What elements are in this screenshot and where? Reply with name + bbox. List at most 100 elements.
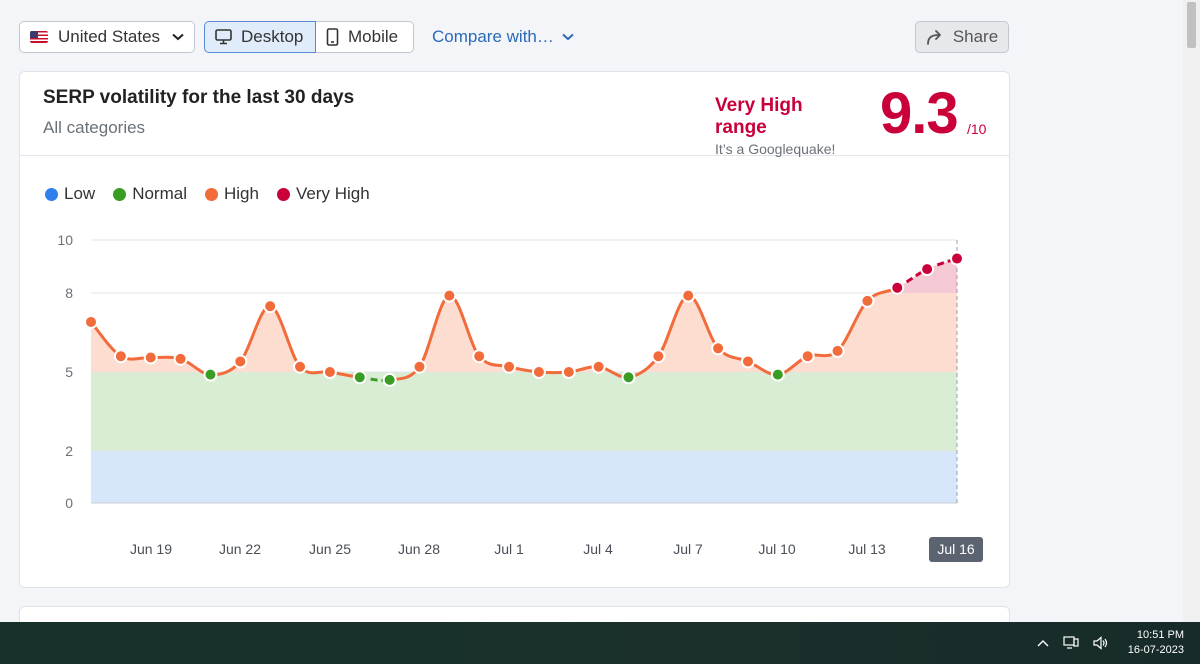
legend-dot-normal: [113, 187, 127, 201]
device-toggle: Desktop Mobile: [204, 21, 414, 53]
data-point: [233, 354, 248, 369]
chevron-up-icon[interactable]: [1037, 639, 1049, 647]
compare-dropdown[interactable]: Compare with…: [432, 27, 574, 47]
band-low: [91, 451, 957, 503]
data-point: [621, 370, 636, 385]
compare-label: Compare with…: [432, 27, 554, 46]
y-tick-label: 0: [65, 495, 73, 511]
legend-item-low[interactable]: Low: [45, 184, 95, 204]
range-description: It’s a Googlequake!: [715, 141, 836, 157]
data-point: [173, 351, 188, 366]
x-tick-label: Jul 7: [673, 541, 703, 557]
data-point: [740, 354, 755, 369]
chevron-down-icon: [172, 33, 184, 41]
legend-dot-low: [45, 187, 58, 201]
chevron-down-icon: [562, 33, 574, 41]
data-point: [860, 293, 875, 308]
data-point: [113, 349, 128, 364]
data-point: [502, 359, 517, 374]
category-label: All categories: [43, 118, 146, 137]
x-tick-label: Jul 13: [848, 541, 886, 557]
scrollbar-thumb[interactable]: [1187, 2, 1196, 48]
data-point: [382, 372, 397, 387]
x-tick-label: Jul 10: [758, 541, 796, 557]
legend-item-very-high[interactable]: Very High: [276, 184, 370, 204]
share-button[interactable]: Share: [915, 21, 1009, 53]
chart-legend: Low Normal High Very High: [45, 184, 388, 204]
volatility-score: 9.3: [880, 81, 959, 146]
data-point: [770, 367, 785, 382]
area-high: [91, 293, 957, 372]
data-point: [322, 365, 337, 379]
network-icon[interactable]: [1063, 636, 1079, 650]
selected-date-badge: [929, 537, 983, 562]
toolbar: United States Desktop Mobile Compare wit…: [19, 21, 574, 53]
range-name: Very High range: [715, 95, 803, 138]
data-point: [890, 280, 905, 295]
clock-date: 16-07-2023: [1127, 644, 1184, 656]
data-point: [143, 350, 158, 365]
x-tick-label: Jun 28: [398, 541, 440, 557]
country-select[interactable]: United States: [19, 21, 195, 53]
mobile-icon: [326, 28, 339, 46]
data-point: [442, 288, 457, 303]
data-point: [950, 251, 964, 266]
data-point: [561, 365, 576, 379]
data-point: [920, 262, 935, 277]
data-point: [352, 370, 367, 385]
data-point: [830, 343, 845, 358]
data-point: [651, 349, 666, 364]
mobile-label: Mobile: [348, 27, 399, 46]
data-point: [800, 349, 815, 364]
taskbar: 10:51 PM 16-07-2023: [0, 622, 1200, 664]
data-point: [412, 359, 427, 374]
volatility-chart: 0 2 5 8 10 Jun 19 Jun 22 Jun 25 Jun 28 Jul 1 Jul 4…: [57, 232, 983, 562]
area-very-high: [91, 258, 957, 293]
score-max: /10: [967, 121, 987, 137]
data-point: [711, 341, 726, 356]
legend-dot-very-high: [276, 187, 290, 201]
data-point: [203, 367, 218, 382]
legend-label-normal: Normal: [132, 184, 187, 203]
range-summary: Very High range It’s a Googlequake!: [715, 95, 859, 157]
mobile-button[interactable]: Mobile: [316, 21, 414, 53]
x-tick-label: Jul 1: [494, 541, 524, 557]
x-tick-label: Jul 16: [937, 541, 975, 557]
data-point: [293, 359, 308, 374]
desktop-icon: [215, 29, 232, 45]
x-tick-label: Jun 25: [309, 541, 351, 557]
us-flag-icon: [30, 31, 48, 43]
data-point: [591, 359, 606, 374]
data-point: [472, 349, 487, 364]
share-label: Share: [952, 27, 999, 46]
desktop-label: Desktop: [241, 27, 304, 46]
legend-dot-high: [204, 187, 218, 201]
legend-item-normal[interactable]: Normal: [113, 184, 187, 204]
legend-item-high[interactable]: High: [204, 184, 259, 204]
x-tick-label: Jul 4: [583, 541, 613, 557]
country-label: United States: [58, 27, 161, 46]
card-title: SERP volatility for the last 30 days: [43, 87, 355, 108]
data-point: [263, 299, 278, 314]
card-header: SERP volatility for the last 30 days All…: [20, 72, 1009, 157]
band-normal: [91, 372, 957, 451]
y-tick-label: 8: [65, 285, 73, 301]
clock-time: 10:51 PM: [1136, 629, 1184, 641]
desktop-button[interactable]: Desktop: [204, 21, 316, 53]
x-tick-label: Jun 19: [130, 541, 172, 557]
data-point: [84, 314, 98, 329]
y-tick-label: 5: [65, 364, 73, 380]
legend-label-very-high: Very High: [295, 184, 370, 203]
share-icon: [926, 30, 941, 45]
clock[interactable]: 10:51 PM 16-07-2023: [1128, 628, 1184, 658]
legend-label-low: Low: [64, 184, 96, 203]
legend-label-high: High: [223, 184, 259, 203]
y-tick-label: 10: [57, 232, 73, 248]
volume-icon[interactable]: [1093, 636, 1108, 650]
page-scrollbar[interactable]: [1183, 0, 1200, 622]
system-tray: 10:51 PM 16-07-2023: [1037, 622, 1184, 664]
y-tick-label: 2: [65, 443, 73, 459]
data-point: [531, 365, 546, 379]
x-tick-label: Jun 22: [219, 541, 261, 557]
data-point: [681, 288, 696, 303]
